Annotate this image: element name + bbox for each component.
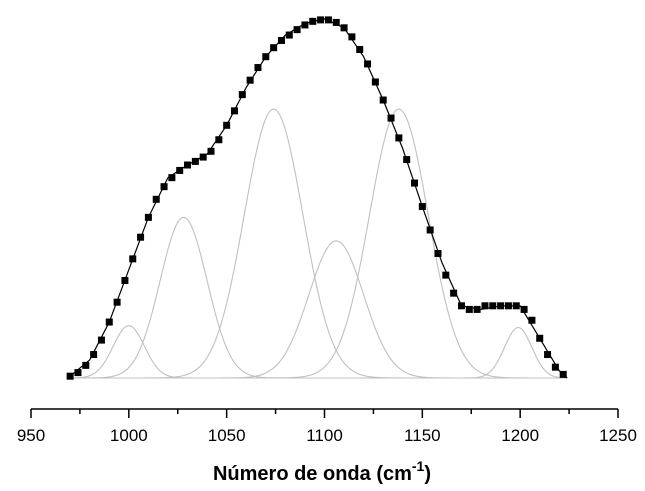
data-point: [324, 16, 332, 24]
data-point: [246, 76, 254, 84]
data-point: [426, 226, 434, 234]
data-point: [293, 26, 301, 34]
data-point: [403, 156, 411, 164]
peak-curve-2: [70, 216, 568, 379]
x-axis-title-main: Número de onda (cm: [213, 463, 412, 485]
data-point: [317, 16, 325, 24]
data-point: [379, 96, 387, 104]
data-point: [528, 316, 536, 324]
data-point: [497, 302, 505, 310]
x-axis-title-superscript: -1: [412, 458, 425, 474]
fit-curve: [69, 18, 568, 379]
x-axis-title-suffix: ): [424, 463, 431, 485]
data-point: [285, 31, 293, 39]
data-point: [90, 351, 98, 359]
data-point: [176, 166, 184, 174]
data-point: [270, 44, 278, 52]
data-point: [238, 91, 246, 99]
data-point: [340, 24, 348, 32]
data-point: [512, 302, 520, 310]
data-point: [450, 289, 458, 297]
x-tick-label: 1150: [404, 426, 441, 445]
data-point: [465, 305, 473, 313]
data-point: [481, 302, 489, 310]
data-point: [160, 183, 168, 191]
data-point: [348, 33, 356, 41]
data-point: [442, 271, 450, 279]
data-point: [411, 179, 419, 187]
x-tick-label: 1250: [599, 426, 637, 445]
data-point: [544, 351, 552, 359]
data-point: [395, 134, 403, 142]
data-point: [520, 305, 528, 313]
data-point: [262, 53, 270, 61]
data-point: [489, 302, 497, 310]
data-point: [199, 153, 207, 161]
data-point: [207, 147, 215, 155]
data-point: [536, 334, 544, 342]
data-point: [277, 36, 285, 44]
fit-curve-layer: [69, 18, 568, 379]
data-point: [74, 369, 82, 377]
data-point: [559, 370, 567, 378]
data-point: [168, 174, 176, 182]
peak-curve-1: [70, 325, 568, 379]
data-point: [215, 136, 223, 144]
peak-curve-6: [70, 326, 568, 379]
data-point: [144, 213, 152, 221]
data-point: [332, 18, 340, 26]
x-tick-label: 1000: [110, 426, 148, 445]
measured-points-layer: [66, 16, 567, 380]
data-point: [230, 107, 238, 115]
x-axis-title: Número de onda (cm-1): [213, 458, 431, 485]
data-point: [434, 249, 442, 257]
data-point: [129, 255, 137, 263]
component-peaks: [70, 108, 568, 379]
data-point: [387, 114, 395, 122]
data-point: [105, 318, 113, 326]
x-axis: 950 1000 1050 1100 1150 1200 1250: [17, 408, 637, 445]
data-point: [152, 195, 160, 203]
data-point: [418, 203, 426, 211]
data-point: [184, 161, 192, 169]
x-tick-label: 950: [17, 426, 45, 445]
data-point: [121, 277, 129, 285]
peak-curve-4: [70, 240, 568, 379]
data-point: [223, 121, 231, 129]
x-tick-label: 1200: [501, 426, 539, 445]
x-tick-label: 1050: [208, 426, 246, 445]
data-point: [97, 336, 105, 344]
data-point: [364, 60, 372, 68]
data-point: [254, 64, 262, 72]
data-point: [309, 17, 317, 25]
x-tick-label: 1100: [306, 426, 343, 445]
data-point: [371, 78, 379, 86]
data-point: [113, 298, 121, 306]
data-point: [191, 157, 199, 165]
data-point: [473, 305, 481, 313]
data-point: [504, 302, 512, 310]
data-point: [457, 302, 465, 310]
data-point: [66, 372, 74, 380]
data-point: [301, 21, 309, 29]
data-point: [356, 45, 364, 53]
data-point: [137, 233, 145, 241]
data-point: [82, 361, 90, 369]
data-point: [551, 363, 559, 371]
